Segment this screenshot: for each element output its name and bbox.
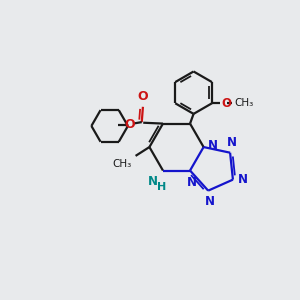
- Text: N: N: [205, 195, 214, 208]
- Text: O: O: [221, 97, 231, 110]
- Text: N: N: [238, 173, 248, 186]
- Text: N: N: [226, 136, 237, 148]
- Text: H: H: [157, 182, 166, 192]
- Text: N: N: [208, 139, 218, 152]
- Text: CH₃: CH₃: [112, 159, 132, 169]
- Text: O: O: [138, 90, 148, 103]
- Text: O: O: [124, 118, 135, 131]
- Text: N: N: [148, 175, 158, 188]
- Text: N: N: [187, 176, 196, 189]
- Text: CH₃: CH₃: [234, 98, 254, 108]
